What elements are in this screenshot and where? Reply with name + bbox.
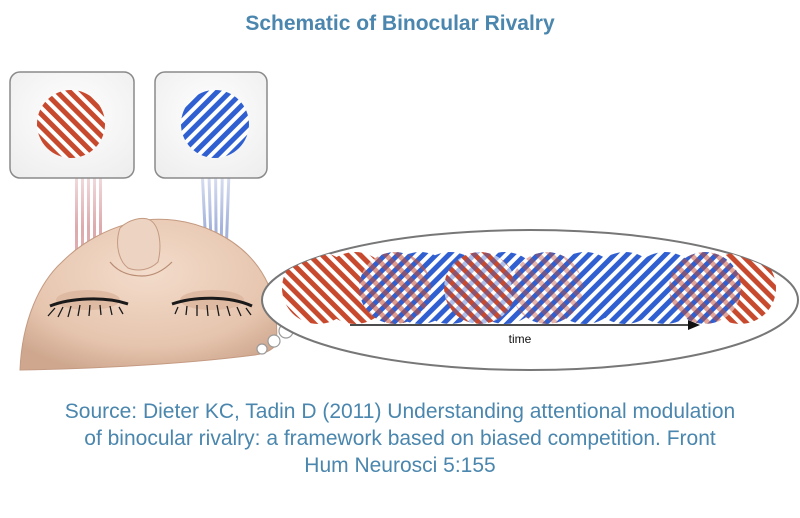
caption-line: Source: Dieter KC, Tadin D (2011) Unders…: [64, 400, 736, 423]
left-stimulus-panel: [9, 71, 135, 179]
arrow-head-icon: [688, 320, 700, 330]
caption-line: of binocular rivalry: a framework based …: [84, 427, 716, 450]
source-caption: Source: Dieter KC, Tadin D (2011) Unders…: [20, 398, 780, 479]
left-light-beams: [75, 158, 102, 298]
right-stimulus-panel: [154, 71, 268, 179]
diagram-title: Schematic of Binocular Rivalry: [245, 12, 555, 35]
red-grating-icon: [37, 90, 105, 158]
face-icon: [19, 217, 278, 371]
caption-line: Hum Neurosci 5:155: [304, 454, 496, 477]
percept-timeline: time: [261, 229, 799, 371]
blue-grating-icon: [181, 90, 249, 158]
time-axis-label: time: [509, 332, 532, 346]
